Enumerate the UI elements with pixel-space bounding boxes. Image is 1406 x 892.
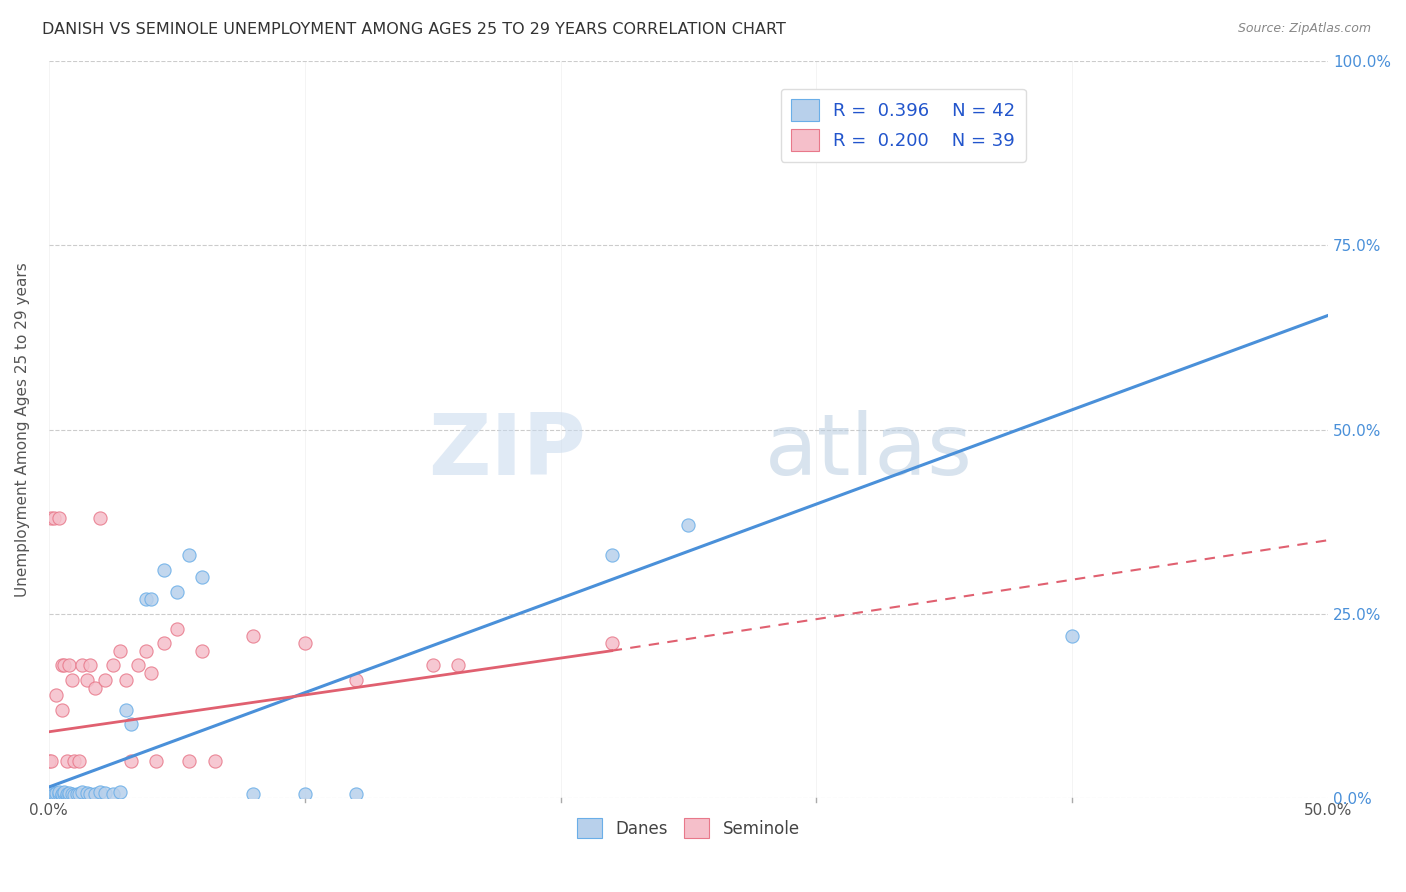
Point xyxy=(51,788,73,802)
Point xyxy=(447,658,470,673)
Point xyxy=(48,784,70,798)
Point xyxy=(166,622,188,636)
Point xyxy=(58,788,80,802)
Point xyxy=(66,787,89,801)
Point xyxy=(83,787,105,801)
Point xyxy=(55,787,77,801)
Point xyxy=(678,518,700,533)
Point xyxy=(94,786,117,800)
Point xyxy=(153,563,176,577)
Point xyxy=(38,754,60,768)
Point xyxy=(135,644,157,658)
Point xyxy=(83,681,105,695)
Point xyxy=(51,787,73,801)
Point xyxy=(39,511,62,525)
Point xyxy=(76,786,98,800)
Point xyxy=(344,673,367,688)
Point xyxy=(45,786,67,800)
Point xyxy=(39,785,62,799)
Point xyxy=(53,658,76,673)
Point xyxy=(191,644,214,658)
Point xyxy=(294,788,316,802)
Point xyxy=(53,788,76,802)
Point xyxy=(139,665,162,680)
Point xyxy=(101,787,124,801)
Point xyxy=(39,788,62,802)
Text: ZIP: ZIP xyxy=(429,410,586,493)
Point xyxy=(55,754,77,768)
Point xyxy=(1062,629,1084,643)
Point xyxy=(48,511,70,525)
Text: Source: ZipAtlas.com: Source: ZipAtlas.com xyxy=(1237,22,1371,36)
Point xyxy=(101,658,124,673)
Point xyxy=(135,592,157,607)
Point xyxy=(39,754,62,768)
Point xyxy=(58,786,80,800)
Point xyxy=(70,785,93,799)
Point xyxy=(42,787,65,801)
Point xyxy=(51,703,73,717)
Point xyxy=(69,788,91,802)
Point xyxy=(79,658,101,673)
Point xyxy=(42,511,65,525)
Point xyxy=(89,511,111,525)
Point xyxy=(63,788,86,802)
Text: DANISH VS SEMINOLE UNEMPLOYMENT AMONG AGES 25 TO 29 YEARS CORRELATION CHART: DANISH VS SEMINOLE UNEMPLOYMENT AMONG AG… xyxy=(42,22,786,37)
Point xyxy=(600,636,623,650)
Point xyxy=(45,688,67,702)
Point xyxy=(204,754,226,768)
Legend: Danes, Seminole: Danes, Seminole xyxy=(571,812,807,845)
Point xyxy=(110,785,132,799)
Point xyxy=(422,658,444,673)
Point xyxy=(120,717,142,731)
Point xyxy=(139,592,162,607)
Point xyxy=(55,789,77,803)
Point xyxy=(242,788,264,802)
Point xyxy=(70,658,93,673)
Point xyxy=(242,629,264,643)
Y-axis label: Unemployment Among Ages 25 to 29 years: Unemployment Among Ages 25 to 29 years xyxy=(15,262,30,597)
Text: atlas: atlas xyxy=(765,410,973,493)
Point xyxy=(51,658,73,673)
Point xyxy=(69,754,91,768)
Point xyxy=(110,644,132,658)
Point xyxy=(153,636,176,650)
Point xyxy=(58,658,80,673)
Point xyxy=(600,548,623,562)
Point xyxy=(79,788,101,802)
Point xyxy=(60,673,83,688)
Point xyxy=(127,658,149,673)
Point xyxy=(179,548,201,562)
Point xyxy=(45,789,67,803)
Point xyxy=(166,584,188,599)
Point xyxy=(60,788,83,802)
Point xyxy=(145,754,167,768)
Point xyxy=(114,703,136,717)
Point xyxy=(120,754,142,768)
Point xyxy=(114,673,136,688)
Point xyxy=(76,673,98,688)
Point xyxy=(344,788,367,802)
Point xyxy=(191,570,214,584)
Point xyxy=(63,754,86,768)
Point xyxy=(42,788,65,802)
Point xyxy=(94,673,117,688)
Point xyxy=(294,636,316,650)
Point xyxy=(53,785,76,799)
Point xyxy=(89,785,111,799)
Point xyxy=(179,754,201,768)
Point xyxy=(48,788,70,802)
